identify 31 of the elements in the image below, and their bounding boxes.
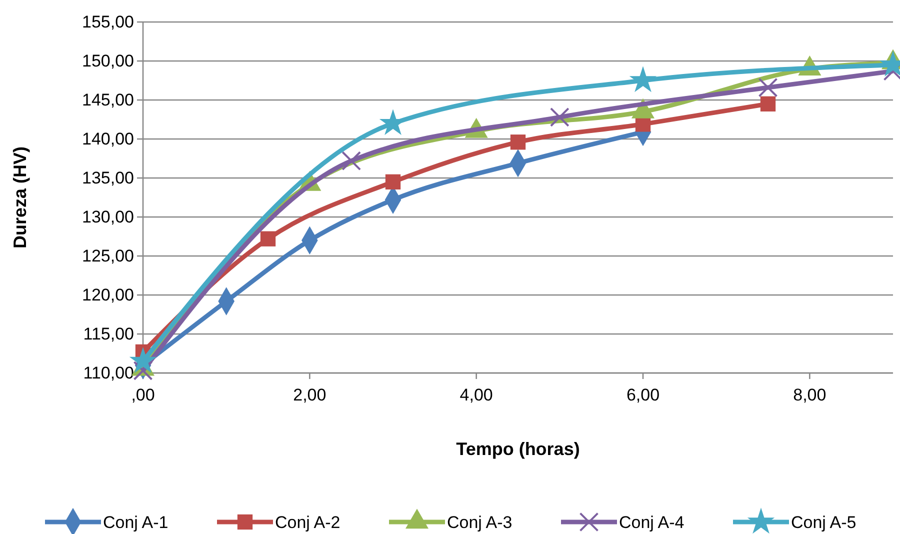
point	[760, 96, 776, 112]
y-tick-label: 125,00	[82, 246, 134, 266]
x-tick-label: 6,00	[626, 386, 660, 405]
point	[510, 134, 526, 150]
legend-label: Conj A-5	[791, 513, 856, 532]
point	[260, 231, 276, 246]
y-tick-label: 130,00	[82, 207, 134, 226]
point	[758, 78, 778, 98]
legend-label: Conj A-1	[103, 513, 168, 532]
x-tick-label: ,00	[131, 386, 155, 405]
y-tick-label: 110,00	[83, 363, 134, 382]
y-tick-label: 145,00	[82, 90, 134, 110]
x-axis-title: Tempo (horas)	[456, 439, 580, 459]
legend-label: Conj A-3	[447, 513, 512, 532]
x-tick-label: 2,00	[293, 386, 326, 405]
point	[550, 107, 570, 127]
y-axis-title: Dureza (HV)	[10, 146, 30, 249]
x-tick-label: 4,00	[460, 386, 493, 405]
y-tick-label: 150,00	[82, 51, 134, 70]
y-tick-label: 155,00	[82, 12, 134, 32]
legend-label: Conj A-4	[619, 513, 684, 532]
point	[629, 66, 657, 92]
point	[133, 360, 153, 380]
y-tick-label: 140,00	[82, 129, 134, 148]
y-tick-label: 115,00	[83, 324, 134, 344]
point	[342, 151, 362, 171]
point	[385, 174, 401, 190]
y-tick-label: 135,00	[82, 168, 134, 188]
y-tick-label: 120,00	[82, 285, 134, 304]
legend-label: Conj A-2	[275, 513, 340, 532]
x-tick-label: 8,00	[793, 386, 826, 405]
